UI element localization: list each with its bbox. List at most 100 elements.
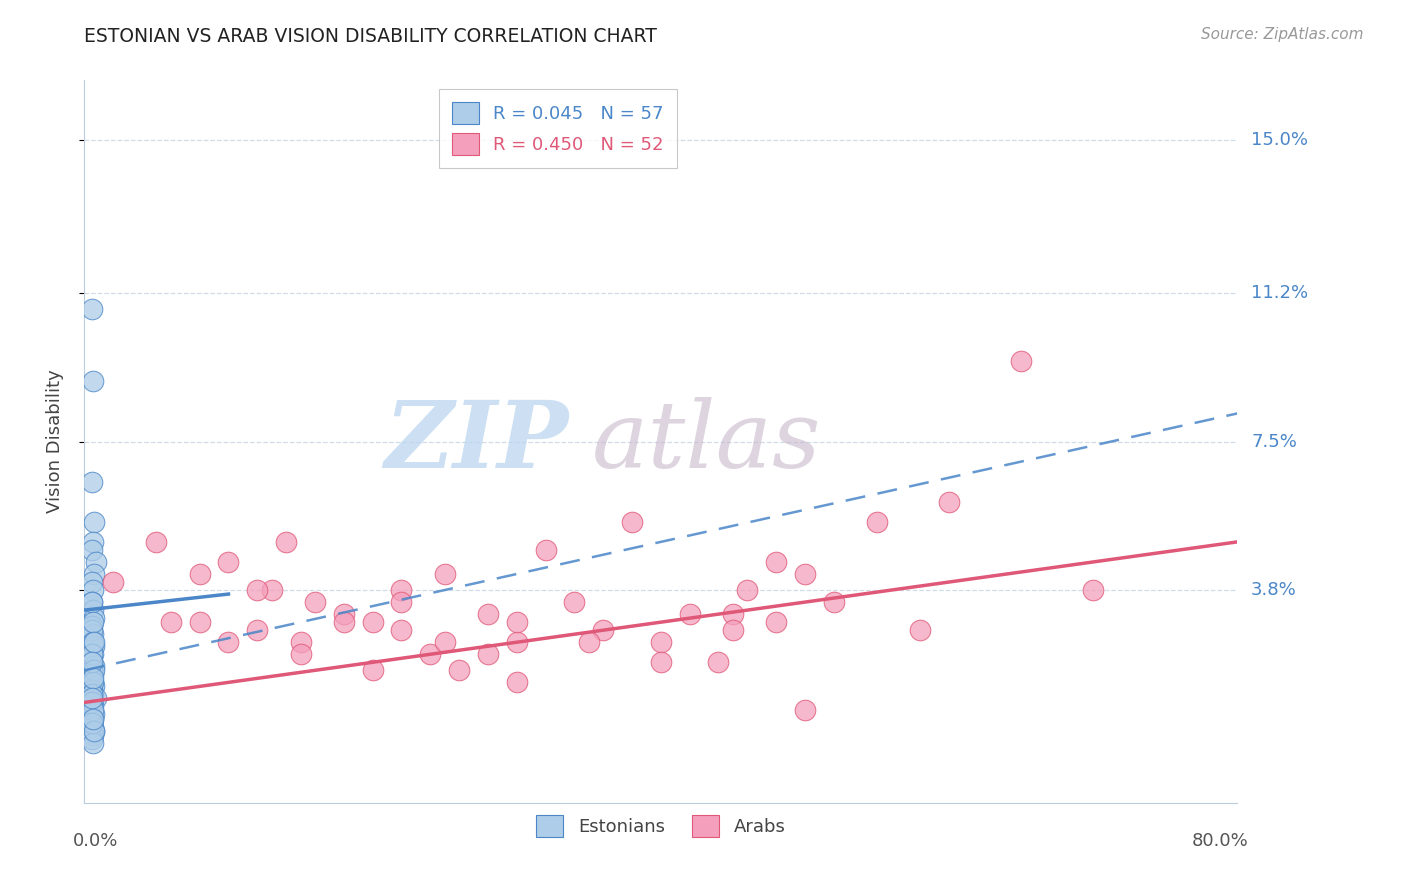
Point — [82, 635, 104, 649]
Point — [679, 607, 702, 622]
Point — [82, 699, 104, 714]
Point — [145, 534, 167, 549]
Point — [82, 735, 104, 749]
Point — [82, 712, 104, 726]
Point — [361, 615, 384, 630]
Point — [506, 635, 529, 649]
Point — [721, 607, 744, 622]
Point — [80, 696, 103, 710]
Point — [419, 648, 441, 662]
Point — [218, 635, 240, 649]
Point — [80, 715, 103, 730]
Text: 15.0%: 15.0% — [1251, 131, 1308, 150]
Text: Source: ZipAtlas.com: Source: ZipAtlas.com — [1201, 27, 1364, 42]
Point — [80, 623, 103, 637]
Point — [361, 664, 384, 678]
Point — [276, 534, 298, 549]
Point — [391, 583, 413, 598]
Point — [80, 635, 103, 649]
Point — [80, 301, 103, 317]
Point — [621, 515, 644, 529]
Point — [794, 703, 817, 717]
Text: ESTONIAN VS ARAB VISION DISABILITY CORRELATION CHART: ESTONIAN VS ARAB VISION DISABILITY CORRE… — [84, 27, 657, 45]
Text: 11.2%: 11.2% — [1251, 284, 1309, 302]
Point — [80, 723, 103, 738]
Point — [83, 635, 105, 649]
Point — [564, 595, 586, 609]
Point — [506, 675, 529, 690]
Point — [82, 672, 104, 686]
Point — [477, 648, 499, 662]
Point — [82, 703, 104, 717]
Point — [160, 615, 183, 630]
Point — [83, 567, 105, 582]
Point — [80, 619, 103, 633]
Point — [82, 675, 104, 690]
Text: ZIP: ZIP — [384, 397, 568, 486]
Point — [82, 667, 104, 681]
Point — [333, 615, 356, 630]
Point — [246, 583, 269, 598]
Point — [938, 494, 960, 508]
Point — [449, 664, 471, 678]
Point — [80, 655, 103, 669]
Point — [82, 603, 104, 617]
Point — [80, 703, 103, 717]
Point — [506, 615, 529, 630]
Point — [80, 664, 103, 678]
Point — [82, 675, 104, 690]
Point — [534, 542, 557, 557]
Point — [866, 515, 889, 529]
Text: 7.5%: 7.5% — [1251, 433, 1298, 450]
Point — [82, 719, 104, 733]
Point — [82, 627, 104, 641]
Point — [80, 655, 103, 669]
Point — [83, 515, 105, 529]
Point — [80, 731, 103, 746]
Point — [650, 655, 672, 669]
Point — [80, 696, 103, 710]
Point — [80, 648, 103, 662]
Point — [80, 683, 103, 698]
Point — [737, 583, 759, 598]
Point — [433, 635, 456, 649]
Point — [246, 623, 269, 637]
Point — [82, 728, 104, 742]
Point — [794, 567, 817, 582]
Point — [823, 595, 845, 609]
Point — [80, 542, 103, 557]
Point — [391, 623, 413, 637]
Point — [82, 375, 104, 389]
Point — [80, 715, 103, 730]
Point — [290, 635, 312, 649]
Point — [80, 672, 103, 686]
Point — [721, 623, 744, 637]
Point — [592, 623, 614, 637]
Point — [290, 648, 312, 662]
Text: 0.0%: 0.0% — [73, 831, 118, 850]
Text: atlas: atlas — [592, 397, 821, 486]
Point — [84, 555, 107, 569]
Point — [80, 595, 103, 609]
Point — [260, 583, 283, 598]
Point — [80, 475, 103, 489]
Point — [82, 583, 104, 598]
Point — [82, 712, 104, 726]
Point — [188, 615, 211, 630]
Point — [80, 691, 103, 706]
Point — [83, 639, 105, 653]
Point — [83, 659, 105, 673]
Point — [82, 687, 104, 701]
Point — [1083, 583, 1105, 598]
Point — [80, 687, 103, 701]
Point — [765, 555, 787, 569]
Point — [83, 707, 105, 722]
Point — [218, 555, 240, 569]
Point — [707, 655, 730, 669]
Point — [82, 648, 104, 662]
Point — [103, 574, 124, 589]
Point — [83, 611, 105, 625]
Point — [83, 723, 105, 738]
Point — [650, 635, 672, 649]
Point — [80, 595, 103, 609]
